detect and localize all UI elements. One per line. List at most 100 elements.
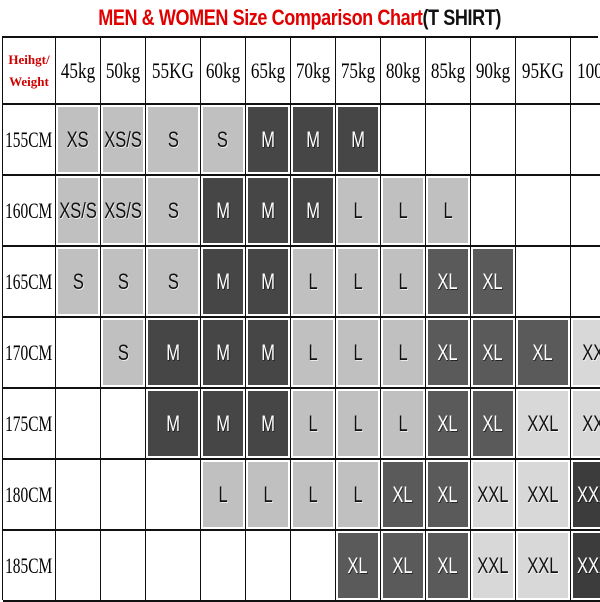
size-cell: XXXL xyxy=(570,531,600,602)
size-cell xyxy=(101,531,146,602)
size-label: L xyxy=(308,268,318,294)
size-label: M xyxy=(166,339,180,365)
size-fill: M xyxy=(202,249,243,314)
size-fill: XL xyxy=(427,391,468,456)
size-cell: XL xyxy=(425,247,471,318)
size-label: M xyxy=(305,197,320,223)
row-header-height: 170CM xyxy=(3,318,56,389)
column-header-label: 45kg xyxy=(60,57,96,83)
size-fill: XL xyxy=(472,249,513,314)
size-cell: M xyxy=(146,318,201,389)
column-header-weight: 70kg xyxy=(290,38,336,105)
size-cell: M xyxy=(200,176,246,247)
size-label: L xyxy=(353,339,363,365)
column-header-label: 95KG xyxy=(521,57,564,83)
size-cell: M xyxy=(245,318,291,389)
size-fill: M xyxy=(247,107,288,172)
size-cell: M xyxy=(335,105,381,176)
size-label: L xyxy=(353,197,363,223)
size-fill: M xyxy=(337,107,378,172)
size-cell: S xyxy=(146,176,201,247)
size-label: XXL xyxy=(477,481,509,507)
size-cell xyxy=(470,105,516,176)
size-fill: XXXL xyxy=(572,533,600,598)
size-fill: L xyxy=(427,178,468,243)
column-header-label: 60kg xyxy=(205,57,240,83)
size-fill: M xyxy=(292,107,333,172)
size-label: XL xyxy=(437,481,458,507)
row-header-label: 160CM xyxy=(5,197,53,223)
size-fill: L xyxy=(292,462,333,527)
size-label: XXL xyxy=(477,552,509,578)
size-cell: XXL xyxy=(470,531,516,602)
size-fill: L xyxy=(382,249,423,314)
size-label: XXL xyxy=(527,410,559,436)
size-cell: XS/S xyxy=(101,176,146,247)
size-fill: XL xyxy=(427,462,468,527)
size-fill: XS xyxy=(58,107,98,172)
size-label: XL xyxy=(437,552,458,578)
size-cell: XL xyxy=(470,318,516,389)
size-cell xyxy=(570,105,600,176)
size-cell xyxy=(515,105,571,176)
column-header-weight: 85kg xyxy=(425,38,471,105)
size-cell: XL xyxy=(425,389,471,460)
size-cell: S xyxy=(101,247,146,318)
size-fill: XXL xyxy=(517,533,568,598)
size-fill: M xyxy=(148,391,198,456)
size-fill: S xyxy=(148,178,198,243)
size-cell xyxy=(56,318,101,389)
size-label: XS/S xyxy=(104,126,142,152)
size-cell: M xyxy=(200,247,246,318)
size-fill: M xyxy=(247,391,288,456)
size-label: XXL xyxy=(527,552,559,578)
size-cell: XL xyxy=(380,460,426,531)
size-cell: L xyxy=(335,389,381,460)
size-fill: L xyxy=(382,178,423,243)
row-header-label: 155CM xyxy=(5,126,53,152)
size-cell: XXL xyxy=(470,460,516,531)
size-label: XL xyxy=(437,268,458,294)
size-label: XL xyxy=(482,339,503,365)
size-cell: S xyxy=(146,105,201,176)
size-label: M xyxy=(260,126,275,152)
size-label: XXXL xyxy=(576,481,600,507)
size-label: XL xyxy=(392,481,413,507)
size-cell: XS xyxy=(56,105,101,176)
size-cell xyxy=(515,247,571,318)
size-cell xyxy=(101,460,146,531)
column-header-label: 85kg xyxy=(430,57,465,83)
size-fill: L xyxy=(382,320,423,385)
size-fill: L xyxy=(292,391,333,456)
column-header-weight: 90kg xyxy=(470,38,516,105)
row-header-height: 165CM xyxy=(3,247,56,318)
size-fill: XL xyxy=(427,320,468,385)
size-fill: XXXL xyxy=(572,462,600,527)
size-fill: XL xyxy=(517,320,568,385)
size-label: XL xyxy=(437,339,458,365)
size-label: M xyxy=(260,268,275,294)
column-header-weight: 100kg xyxy=(570,38,600,105)
size-cell xyxy=(146,460,201,531)
size-fill: L xyxy=(247,462,288,527)
size-cell: S xyxy=(200,105,246,176)
size-cell: L xyxy=(290,318,336,389)
column-header-label: 80kg xyxy=(385,57,420,83)
size-cell xyxy=(515,176,571,247)
size-cell: L xyxy=(335,318,381,389)
size-cell: L xyxy=(335,460,381,531)
size-fill: L xyxy=(382,391,423,456)
size-cell: L xyxy=(290,460,336,531)
size-cell: XXL xyxy=(570,389,600,460)
row-header-label: 170CM xyxy=(5,339,53,365)
size-cell: XXL xyxy=(515,531,571,602)
size-cell: XL xyxy=(470,247,516,318)
size-label: M xyxy=(215,197,230,223)
size-fill: XS/S xyxy=(103,178,143,243)
column-header-label: 90kg xyxy=(475,57,510,83)
size-label: XXXL xyxy=(576,552,600,578)
size-fill: M xyxy=(148,320,198,385)
row-header-height: 155CM xyxy=(3,105,56,176)
size-label: L xyxy=(443,197,453,223)
size-fill: M xyxy=(247,320,288,385)
